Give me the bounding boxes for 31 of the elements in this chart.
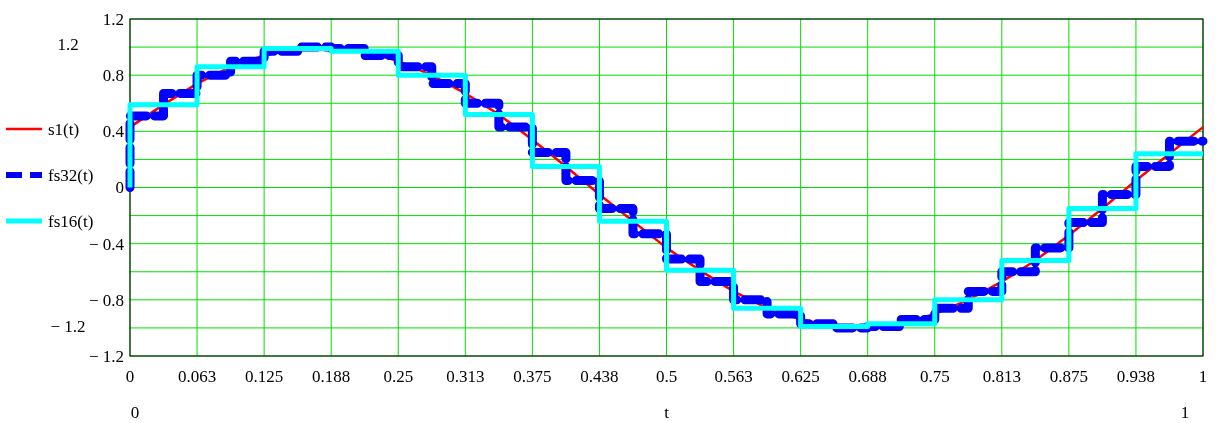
x-axis-title: t	[664, 403, 670, 422]
y-tick-label: 0.8	[102, 66, 124, 86]
x-tick-label: 0.688	[848, 367, 887, 386]
text: 0	[130, 403, 140, 422]
y-tick-label: − 0.4	[88, 234, 125, 254]
y-tick-label: 0.4	[102, 122, 125, 142]
x-tick-label: 0.563	[714, 367, 753, 386]
legend-label: fs16(t)	[48, 212, 94, 231]
x-tick-label: 0.313	[446, 367, 485, 386]
y-tick-label: − 0.8	[88, 290, 124, 310]
legend-label: fs32(t)	[48, 166, 94, 185]
x-tick-label: 0.625	[781, 367, 820, 386]
legend-label: s1(t)	[48, 120, 80, 139]
x-tick-label: 0.5	[655, 367, 678, 386]
x-tick-label: 0.063	[177, 367, 217, 386]
text: − 1.2	[50, 317, 86, 336]
x-tick-label: 0.188	[312, 367, 351, 386]
x-tick-label: 0.375	[513, 367, 552, 386]
x-tick-label: 0.25	[383, 367, 414, 386]
text: 1	[1180, 403, 1190, 422]
x-tick-label: 0.938	[1116, 367, 1156, 386]
text: 1.2	[57, 35, 79, 54]
y-tick-label: 1.2	[102, 9, 124, 29]
x-tick-label: 0.75	[919, 367, 950, 386]
y-tick-label: − 1.2	[88, 346, 124, 366]
x-tick-label: 0.438	[580, 367, 619, 386]
y-tick-label: 0	[115, 178, 124, 198]
x-tick-label: 0.813	[982, 367, 1021, 386]
x-tick-label: 0.875	[1049, 367, 1088, 386]
x-tick-label: 0.125	[245, 367, 284, 386]
x-tick-label: 1	[1198, 367, 1208, 386]
